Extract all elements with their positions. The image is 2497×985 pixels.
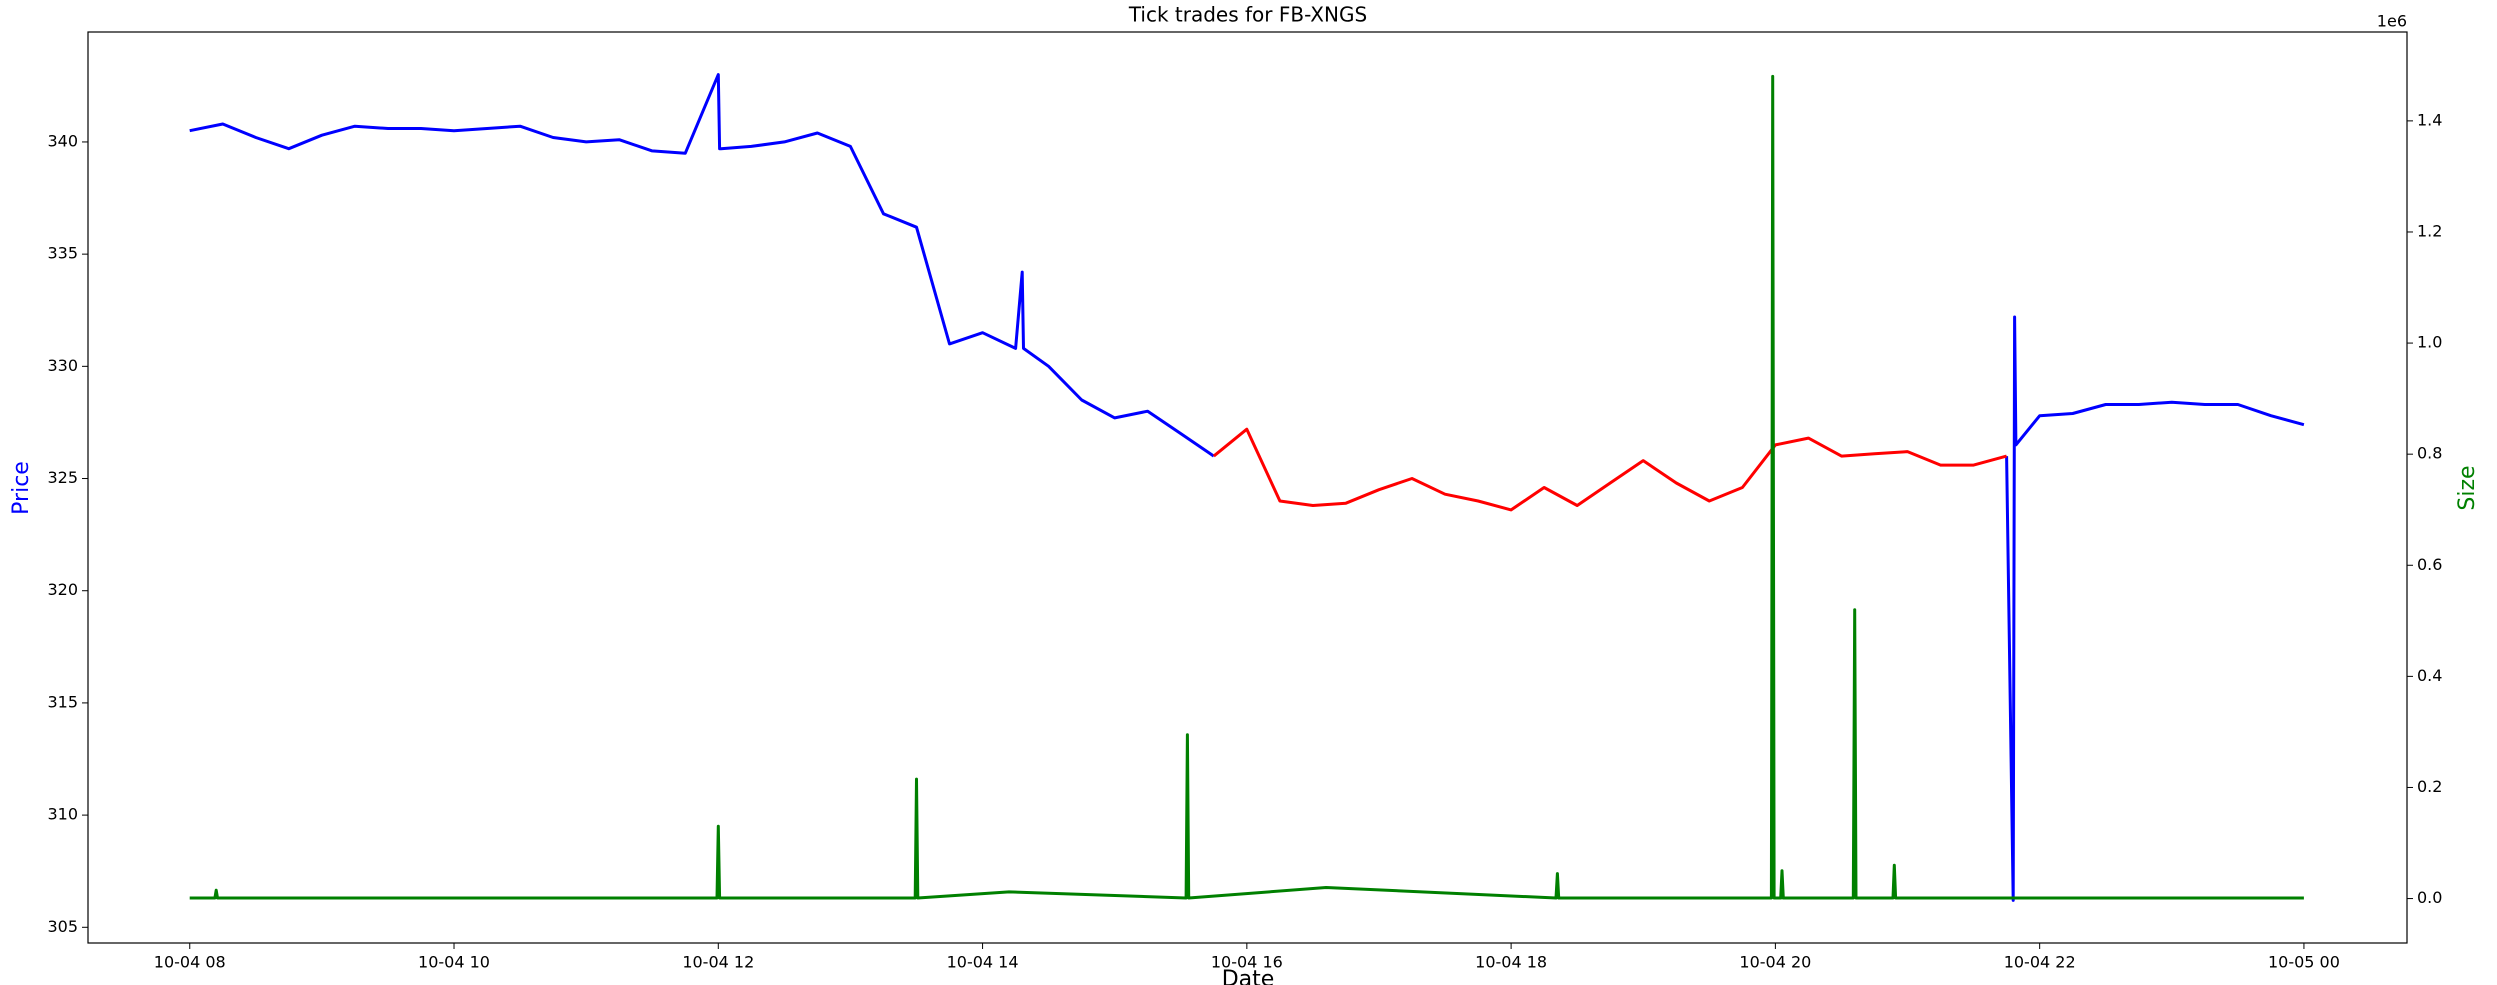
y-tick-label: 330 bbox=[47, 356, 78, 375]
x-tick-label: 10-04 12 bbox=[682, 953, 754, 972]
y2-tick-label: 0.4 bbox=[2417, 666, 2442, 685]
line-series bbox=[189, 73, 2305, 902]
x-tick-label: 10-04 22 bbox=[2004, 953, 2076, 972]
y2-tick-label: 0.6 bbox=[2417, 555, 2442, 574]
x-tick-label: 10-04 20 bbox=[1739, 953, 1811, 972]
x-tick-label: 10-04 16 bbox=[1211, 953, 1283, 972]
y-axis-label: Price bbox=[9, 461, 34, 515]
y2-tick-label: 0.8 bbox=[2417, 444, 2442, 463]
x-axis-label: Date bbox=[1222, 967, 1275, 985]
x-tick-label: 10-04 18 bbox=[1475, 953, 1547, 972]
y2-offset-label: 1e6 bbox=[2377, 12, 2407, 31]
y-tick-label: 315 bbox=[47, 692, 78, 711]
plot-frame bbox=[87, 31, 2408, 944]
y-tick-label: 340 bbox=[47, 131, 78, 150]
chart-title: Tick trades for FB-XNGS bbox=[1128, 3, 1367, 27]
y-tick-label: 335 bbox=[47, 244, 78, 263]
x-tick-label: 10-05 00 bbox=[2268, 953, 2340, 972]
y-tick-label: 305 bbox=[47, 917, 78, 936]
y2-tick-label: 1.0 bbox=[2417, 333, 2442, 352]
y-tick-label: 310 bbox=[47, 805, 78, 824]
y-tick-label: 320 bbox=[47, 580, 78, 599]
y2-tick-label: 1.4 bbox=[2417, 110, 2442, 129]
x-tick-label: 10-04 14 bbox=[947, 953, 1019, 972]
line-series bbox=[189, 74, 2304, 900]
y2-axis-label: Size bbox=[2455, 465, 2480, 510]
line-series bbox=[1212, 427, 2007, 512]
x-tick-label: 10-04 10 bbox=[418, 953, 490, 972]
y2-tick-label: 0.0 bbox=[2417, 888, 2442, 907]
y2-tick-label: 0.2 bbox=[2417, 777, 2442, 796]
x-tick-label: 10-04 08 bbox=[154, 953, 226, 972]
y2-tick-label: 1.2 bbox=[2417, 221, 2442, 240]
y-tick-label: 325 bbox=[47, 468, 78, 487]
